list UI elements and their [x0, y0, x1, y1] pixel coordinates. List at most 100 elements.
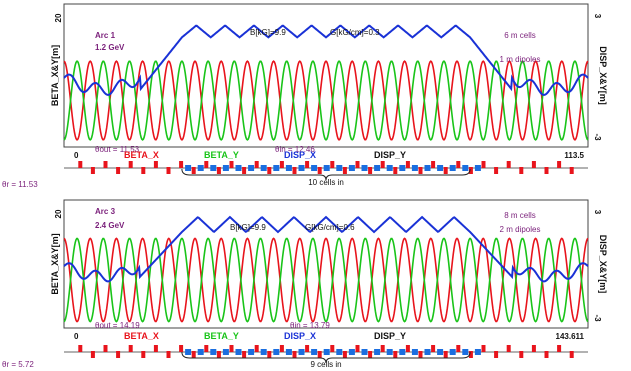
dipole-marker — [424, 349, 431, 355]
legend-disp-x: DISP_X — [284, 150, 316, 160]
y-left-tick-top: 20 — [54, 209, 63, 218]
quadrupole-marker — [191, 351, 196, 358]
arc-label: Arc 1 — [95, 31, 116, 40]
quadrupole-marker — [292, 167, 297, 174]
quadrupole-marker — [342, 167, 347, 174]
quadrupole-marker — [330, 161, 335, 168]
theta-out-label: θout = 14.19 — [95, 321, 140, 330]
quadrupole-marker — [443, 167, 448, 174]
y-right-tick-top: 3 — [593, 14, 602, 19]
quadrupole-marker — [216, 167, 221, 174]
quadrupole-marker — [204, 161, 209, 168]
dipole-marker — [285, 165, 292, 171]
quadrupole-marker — [380, 161, 385, 168]
dipole-marker — [386, 349, 393, 355]
dipole-marker — [273, 349, 280, 355]
y-axis-left-label: BETA_X&Y[m] — [50, 233, 60, 294]
magnet-lattice-strip — [64, 345, 588, 358]
lattice-panel-2: BETA_X&Y[m] DISP_X&Y[m] 20 3 -3 Arc 3 2.4 GeV B… — [2, 199, 608, 369]
legend-disp-y: DISP_Y — [374, 331, 406, 341]
quadrupole-marker — [116, 351, 121, 358]
quadrupole-marker — [128, 161, 133, 168]
dipole-marker — [386, 165, 393, 171]
x-end-label: 113.5 — [564, 151, 584, 160]
quadrupole-marker — [519, 167, 524, 174]
arc-cells-brace — [181, 168, 471, 181]
dipole-marker — [449, 165, 456, 171]
y-right-tick-bottom: -3 — [593, 133, 602, 141]
quadrupole-marker — [267, 351, 272, 358]
quadrupole-marker — [405, 345, 410, 352]
dipole-marker — [474, 349, 481, 355]
dipole-marker — [210, 349, 217, 355]
dipole-marker — [437, 349, 444, 355]
quadrupole-marker — [494, 351, 499, 358]
theta-out-label: θout = 11.53 — [95, 145, 140, 154]
quadrupole-marker — [90, 167, 95, 174]
arc-label: Arc 3 — [95, 207, 116, 216]
legend-disp-y: DISP_Y — [374, 150, 406, 160]
plot-frame — [63, 3, 589, 148]
quadrupole-marker — [456, 345, 461, 352]
quadrupole-marker — [153, 345, 158, 352]
quadrupole-marker — [531, 161, 536, 168]
gradient-label: G[kG/cm]=0.3 — [330, 28, 380, 37]
dipole-marker — [348, 165, 355, 171]
arc-cells-brace — [181, 351, 471, 364]
theta-entry-label: θr = 5.72 — [2, 360, 34, 369]
quadrupole-marker — [103, 161, 108, 168]
quadrupole-marker — [544, 167, 549, 174]
dipole-marker — [437, 165, 444, 171]
dipole-marker — [285, 349, 292, 355]
quadrupole-marker — [153, 161, 158, 168]
quadrupole-marker — [90, 351, 95, 358]
dipole-marker — [462, 349, 469, 355]
quadrupole-marker — [216, 351, 221, 358]
quadrupole-marker — [368, 351, 373, 358]
cell-length-label: 6 m cells — [504, 31, 536, 40]
quadrupole-marker — [78, 161, 83, 168]
legend-beta-y: BETA_Y — [204, 150, 239, 160]
quadrupole-marker — [569, 167, 574, 174]
dipole-marker — [235, 165, 242, 171]
dipole-marker — [273, 165, 280, 171]
x-start-label: 0 — [74, 151, 79, 160]
quadrupole-marker — [342, 351, 347, 358]
y-right-tick-bottom: -3 — [593, 314, 602, 322]
quadrupole-marker — [506, 345, 511, 352]
quadrupole-marker — [468, 167, 473, 174]
series-beta-x — [63, 237, 589, 323]
dipole-marker — [336, 165, 343, 171]
field-label: B[kG]=9.9 — [250, 28, 286, 37]
magnet-lattice-strip — [64, 161, 588, 174]
quadrupole-marker — [355, 345, 360, 352]
quadrupole-marker — [279, 161, 284, 168]
quadrupole-marker — [355, 161, 360, 168]
theta-in-label: θin = 13.79 — [290, 321, 330, 330]
dipole-marker — [298, 165, 305, 171]
quadrupole-marker — [431, 345, 436, 352]
quadrupole-marker — [431, 161, 436, 168]
quadrupole-marker — [78, 345, 83, 352]
dipole-marker — [336, 349, 343, 355]
legend-beta-x: BETA_X — [124, 331, 159, 341]
series-beta-y — [63, 237, 589, 323]
quadrupole-marker — [254, 161, 259, 168]
quadrupole-marker — [544, 351, 549, 358]
quadrupole-marker — [405, 161, 410, 168]
quadrupole-marker — [418, 167, 423, 174]
series-disp-x — [63, 215, 589, 283]
quadrupole-marker — [242, 167, 247, 174]
quadrupole-marker — [368, 167, 373, 174]
quadrupole-marker — [468, 351, 473, 358]
quadrupole-marker — [128, 345, 133, 352]
theta-entry-label: θr = 11.53 — [2, 180, 38, 189]
dipole-marker — [411, 349, 418, 355]
quadrupole-marker — [456, 161, 461, 168]
quadrupole-marker — [267, 167, 272, 174]
dipole-length-label: 2 m dipoles — [500, 225, 541, 234]
dipole-marker — [323, 349, 330, 355]
quadrupole-marker — [481, 161, 486, 168]
dipole-marker — [260, 165, 267, 171]
